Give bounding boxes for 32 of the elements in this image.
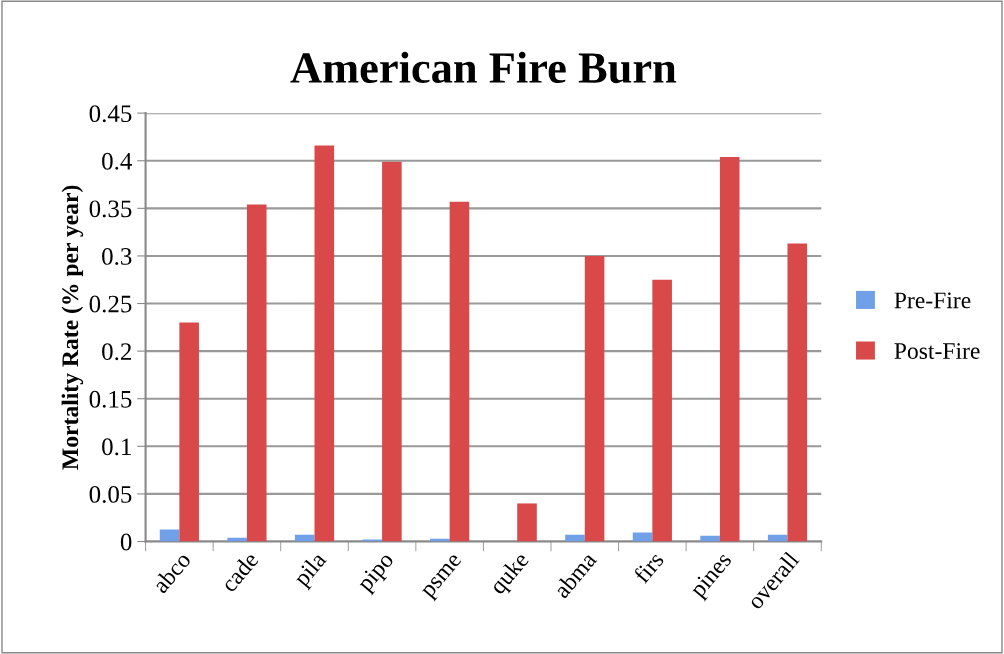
bar (449, 201, 470, 542)
bar (294, 534, 315, 542)
y-tick-label: 0 (120, 533, 132, 551)
bar (517, 503, 537, 542)
y-tick-label: 0.05 (89, 485, 132, 503)
y-tick-label: 0.1 (102, 438, 131, 456)
bar (179, 322, 199, 542)
y-axis-title: Mortality Rate (% per year) (61, 185, 84, 470)
x-tick-label: abco (151, 550, 192, 595)
y-tick-label: 0.2 (102, 343, 132, 361)
x-tick-label: pila (291, 550, 331, 591)
bar (787, 243, 808, 542)
y-tick-label: 0.15 (89, 390, 132, 408)
bar (246, 204, 267, 542)
bar (652, 279, 672, 542)
legend-label: Pre-Fire (894, 292, 971, 309)
y-tick-label: 0.45 (89, 105, 132, 123)
bar (565, 534, 585, 542)
x-tick-label: firs (632, 550, 665, 585)
bar (314, 145, 335, 542)
bar (719, 156, 740, 542)
bar (382, 161, 402, 542)
x-tick-label: cade (219, 550, 260, 593)
y-tick-label: 0.25 (89, 295, 132, 313)
legend-label: Post-Fire (894, 343, 980, 359)
chart-title: American Fire Burn (290, 51, 677, 84)
y-tick-label: 0.3 (102, 247, 132, 265)
x-tick-label: quke (488, 550, 534, 599)
bar (584, 255, 605, 542)
y-tick-label: 0.4 (102, 152, 132, 170)
y-tick-label: 0.35 (89, 200, 132, 218)
bar (632, 532, 653, 542)
